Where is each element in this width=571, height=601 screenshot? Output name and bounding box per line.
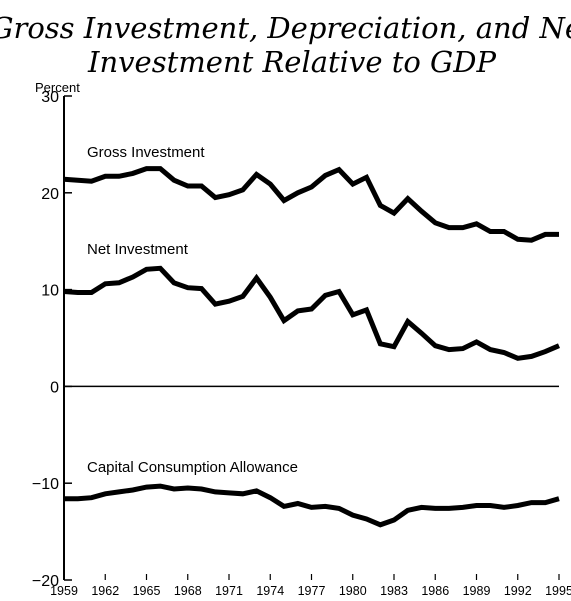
series-line-capital-consumption-allowance [64, 483, 560, 528]
x-tick-label: 1995 [545, 584, 571, 598]
series-label-capital-consumption-allowance: Capital Consumption Allowance [87, 459, 298, 476]
x-tick-label: 1983 [380, 584, 408, 598]
chart-title-line-1: Gross Investment, Depreciation, and Net [0, 11, 571, 45]
y-tick-label: 0 [50, 379, 59, 396]
x-tick-label: 1971 [215, 584, 243, 598]
x-tick-label: 1965 [133, 584, 161, 598]
x-tick-label: 1986 [421, 584, 449, 598]
y-tick-label: 30 [41, 89, 59, 106]
chart-title-line-2: Investment Relative to GDP [87, 45, 496, 79]
x-tick-label: 1992 [504, 584, 532, 598]
x-tick-label: 1968 [174, 584, 202, 598]
series-layer [63, 166, 560, 528]
y-tick-label: −10 [32, 476, 59, 493]
x-tick-label: 1974 [256, 584, 284, 598]
series-label-gross-investment: Gross Investment [87, 144, 205, 161]
y-tick-label: 10 [41, 283, 59, 300]
series-label-net-investment: Net Investment [87, 241, 189, 258]
x-tick-label: 1989 [463, 584, 491, 598]
y-tick-label: −20 [32, 573, 59, 590]
x-tick-label: 1977 [298, 584, 326, 598]
series-labels-layer: Gross Investment Net Investment Capital Co… [87, 144, 298, 476]
x-tick-label: 1959 [50, 584, 78, 598]
y-tick-label: 20 [41, 186, 59, 203]
x-tick-label: 1962 [91, 584, 119, 598]
series-line-gross-investment [63, 166, 559, 243]
x-tick-label: 1980 [339, 584, 367, 598]
series-line-net-investment [63, 265, 560, 361]
y-axis-unit-label: Percent [35, 80, 80, 95]
